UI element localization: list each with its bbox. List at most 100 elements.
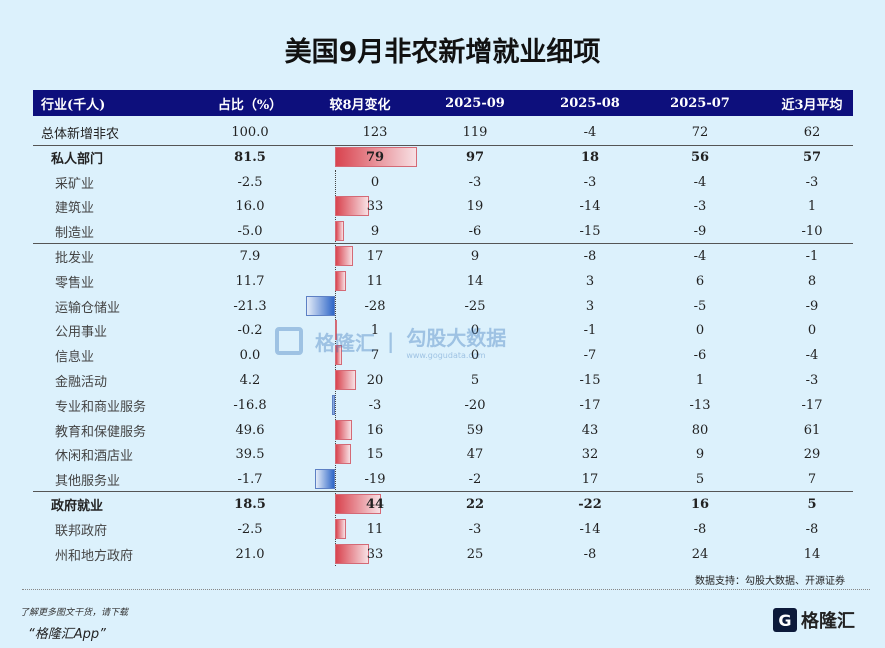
value-2025-09: -3 [468,174,482,190]
change-bar [335,320,337,341]
share-cell: 11.7 [235,273,265,289]
value-2025-08: -8 [583,249,597,264]
value-2025-08: 17 [581,472,599,488]
value-2025-09: 25 [466,546,484,562]
value-2025-08: -15 [579,373,601,388]
table-row: 教育和保健服务 49.6 16 59 43 80 61 [33,418,853,443]
change-bar [335,518,347,539]
value-3m-avg: 1 [807,199,817,215]
value-2025-07: 0 [695,323,705,339]
share-cell: 100.0 [231,125,269,140]
share-cell: 81.5 [234,149,266,165]
value-3m-avg: -1 [805,249,819,264]
footer-text: 了解更多图文干货，请下载 [20,608,129,618]
value-3m-avg: -9 [805,298,819,314]
industry-name: 金融活动 [55,375,108,390]
value-2025-08: -14 [579,199,601,215]
value-2025-07: 6 [695,273,705,289]
value-2025-09: 14 [466,273,484,289]
header-cell: 2025-09 [445,95,505,111]
change-value: 11 [366,521,384,537]
change-bar [331,394,335,415]
industry-name: 建筑业 [55,201,95,217]
value-3m-avg: 62 [803,125,821,140]
header-cell: 占比（%） [217,97,283,113]
value-2025-07: 80 [691,422,709,438]
brand-logo: G 格隆汇 [773,607,855,633]
value-2025-09: 19 [466,199,484,215]
value-2025-09: 22 [465,497,485,512]
change-bar [335,444,351,465]
header-cell: 较8月变化 [329,97,391,113]
value-2025-09: -6 [468,224,482,240]
value-2025-08: 32 [581,447,599,463]
industry-name: 休闲和酒店业 [55,449,134,465]
share-cell: 39.5 [235,447,265,463]
industry-name: 运输仓储业 [55,300,121,316]
share-cell: -1.7 [237,472,263,488]
share-cell: -0.2 [237,323,263,339]
change-bar [335,146,418,167]
value-2025-07: -13 [689,397,711,413]
value-2025-08: -4 [583,125,597,140]
change-bar [315,469,335,490]
header-cell: 2025-08 [560,95,620,111]
change-value: 0 [370,174,380,190]
value-2025-07: -6 [693,348,707,364]
table-row: 公用事业 -0.2 1 0 -1 0 0 [33,318,853,343]
industry-name: 总体新增非农 [41,127,120,142]
industry-name: 信息业 [55,350,95,366]
share-cell: 16.0 [235,199,265,215]
value-2025-07: -4 [693,174,707,190]
change-bar [335,345,343,366]
table-row: 联邦政府 -2.5 11 -3 -14 -8 -8 [33,517,853,542]
logo-g-icon: G [773,608,797,632]
value-2025-09: 9 [470,249,480,264]
change-value: 79 [365,149,385,165]
value-2025-08: -7 [583,348,597,364]
share-cell: 18.5 [234,497,266,512]
share-cell: 0.0 [239,348,261,364]
row-separator [33,491,853,492]
zero-axis [335,170,336,566]
change-bar [335,419,352,440]
row-separator [33,145,853,146]
change-bar [335,196,370,217]
value-3m-avg: -8 [805,521,819,537]
value-2025-07: 16 [690,497,710,512]
change-value: 123 [362,125,388,140]
change-value: -28 [364,298,386,314]
change-value: -3 [368,397,382,413]
change-value: 1 [370,323,380,339]
change-value: 15 [366,447,384,463]
share-cell: -2.5 [237,174,263,190]
share-cell: -21.3 [233,298,267,314]
page-title: 美国9月非农新增就业细项 [284,37,601,68]
table-row: 零售业 11.7 11 14 3 6 8 [33,269,853,294]
footer-app: “格隆汇App” [28,627,106,642]
data-source: 数据支持：勾股大数据、开源证券 [695,576,845,587]
value-3m-avg: -3 [805,373,819,388]
value-2025-08: -17 [579,397,601,413]
change-value: -19 [364,472,386,488]
value-2025-09: 47 [466,447,484,463]
value-3m-avg: -4 [805,348,819,364]
value-2025-08: 43 [581,422,599,438]
industry-name: 采矿业 [55,176,95,192]
value-3m-avg: -3 [805,174,819,190]
value-2025-07: 72 [691,125,709,140]
value-3m-avg: 57 [802,149,822,165]
value-2025-07: -8 [693,521,707,537]
value-2025-08: 3 [585,298,595,314]
value-2025-07: -4 [693,249,707,264]
value-2025-08: 3 [585,273,595,289]
value-2025-07: 9 [695,447,705,463]
value-2025-07: 24 [691,546,709,562]
value-2025-07: -5 [693,298,707,314]
change-value: 7 [370,348,380,364]
value-2025-08: -22 [578,497,602,512]
value-2025-08: -8 [583,546,597,562]
change-value: 11 [366,273,384,289]
share-cell: 4.2 [239,373,261,388]
change-value: 20 [366,373,384,388]
